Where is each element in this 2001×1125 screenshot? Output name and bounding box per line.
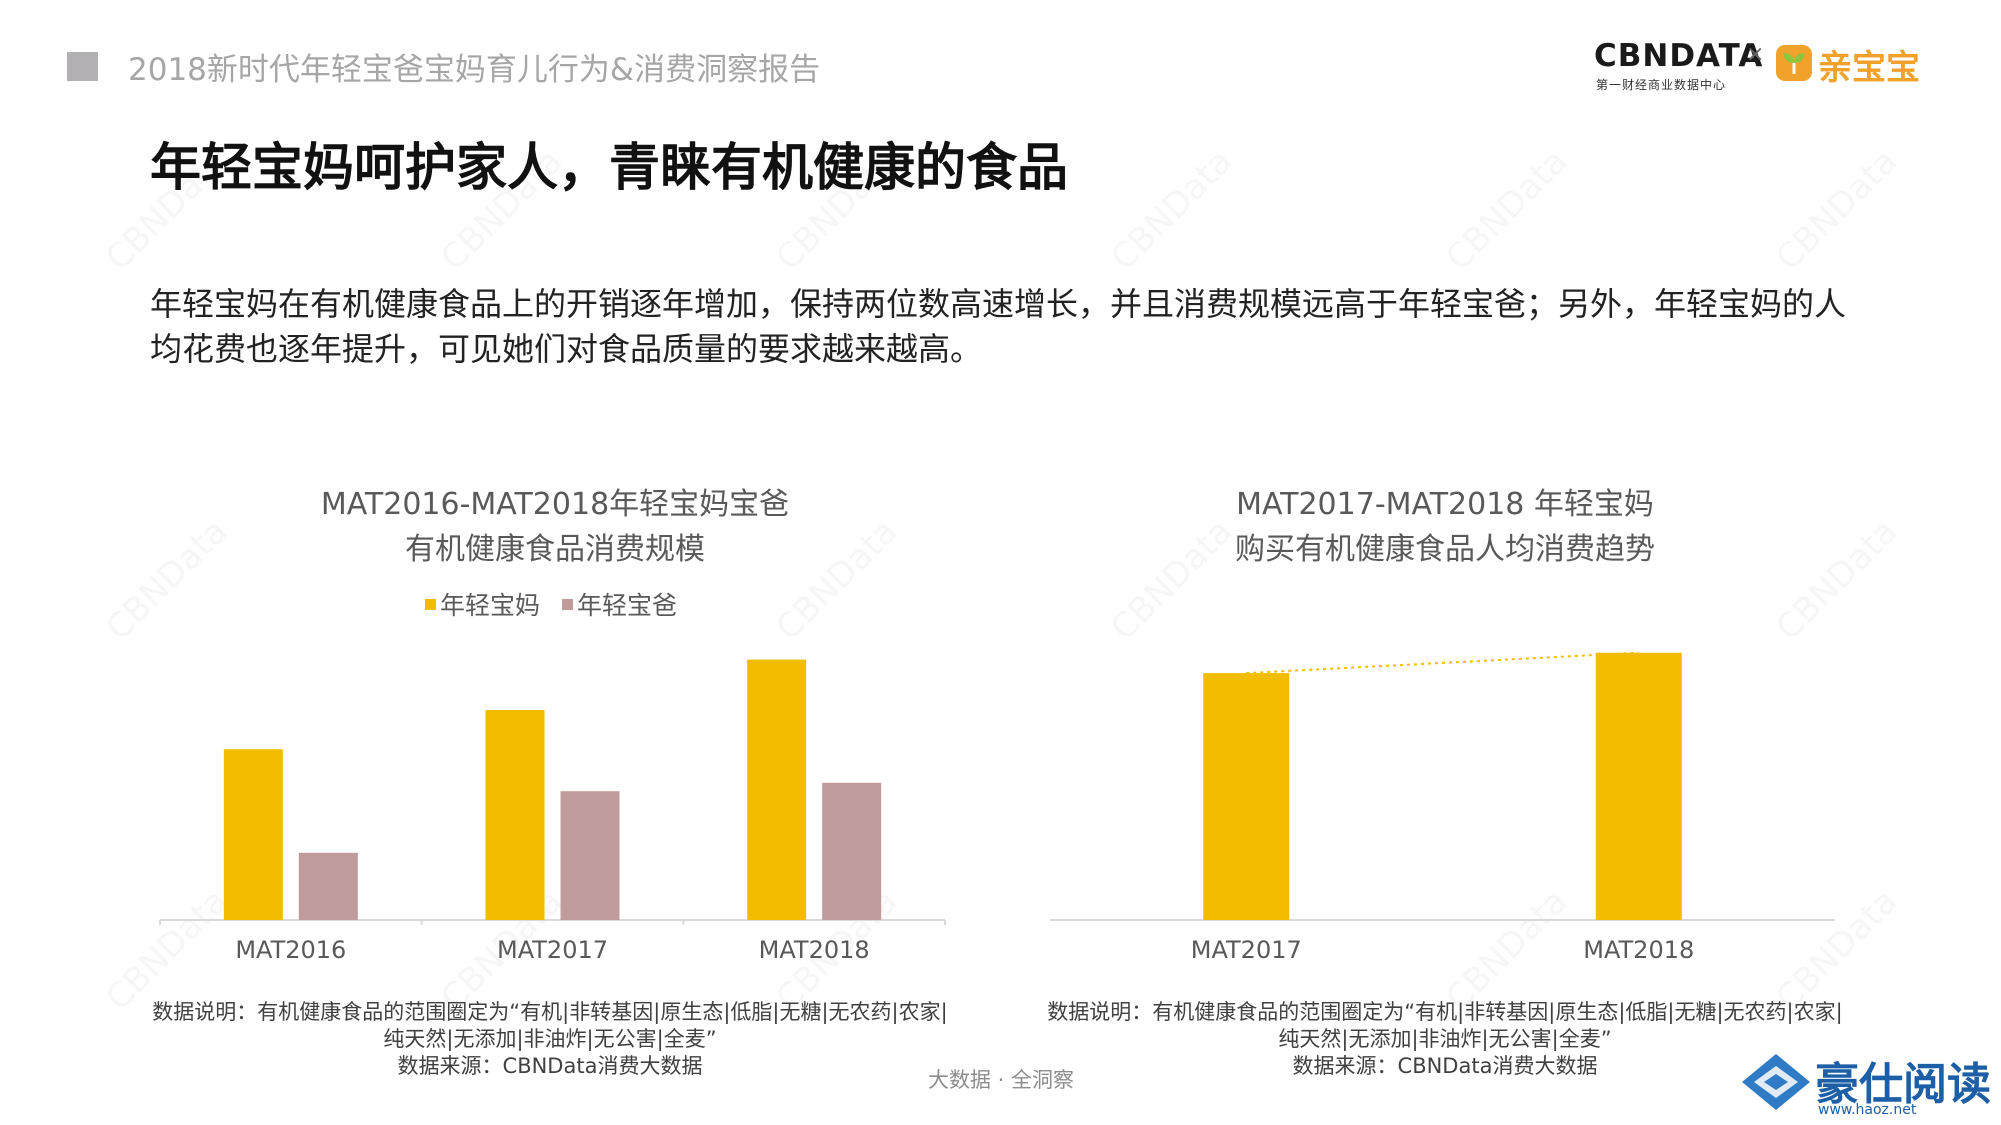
chart2-note-line2: 纯天然|无添加|非油炸|无公害|全麦” — [1278, 1027, 1612, 1051]
chart1-title-line2: 有机健康食品消费规模 — [405, 532, 705, 567]
chart1-title-line1: MAT2016-MAT2018年轻宝妈宝爸 — [320, 487, 790, 522]
page-title: 年轻宝妈呵护家人，青睐有机健康的食品 — [150, 139, 1069, 198]
qinbaobao-logo-icon — [1776, 45, 1812, 81]
chart1-title: MAT2016-MAT2018年轻宝妈宝爸 有机健康食品消费规模 — [155, 482, 955, 572]
chart2-bar — [1203, 673, 1290, 920]
chart2-title-line2: 购买有机健康食品人均消费趋势 — [1235, 532, 1655, 567]
chart2-bar — [1595, 652, 1682, 920]
brand-logos: CBNDATA 第一财经商业数据中心 × 亲宝宝 — [1594, 38, 1954, 96]
chart2-title: MAT2017-MAT2018 年轻宝妈 购买有机健康食品人均消费趋势 — [1045, 482, 1845, 572]
watermark-text: CBNData — [1768, 141, 1906, 279]
legend-item-mom: 年轻宝妈 — [425, 586, 540, 622]
chart1-bar-dad — [298, 852, 358, 920]
legend-swatch-mom — [425, 598, 436, 610]
chart1-note-line2: 纯天然|无添加|非油炸|无公害|全麦” — [383, 1027, 717, 1051]
header-marker — [67, 52, 98, 81]
corner-watermark-logo: 豪仕阅读 www.haoz.net — [1740, 1048, 2001, 1125]
chart2-source: 数据来源：CBNData消费大数据 — [1292, 1054, 1598, 1078]
chart1-x-tick-label: MAT2018 — [759, 936, 870, 964]
chart1-note: 数据说明：有机健康食品的范围圈定为“有机|非转基因|原生态|低脂|无糖|无农药|… — [150, 999, 950, 1080]
chart1-bar-dad — [822, 782, 882, 920]
cbndata-logo: CBNDATA — [1594, 38, 1764, 74]
chart2-note-line1: 数据说明：有机健康食品的范围圈定为“有机|非转基因|原生态|低脂|无糖|无农药|… — [1047, 1000, 1843, 1024]
chart1-bar-dad — [560, 791, 620, 920]
qinbaobao-wordmark: 亲宝宝 — [1818, 48, 1920, 88]
watermark-text: CBNData — [1103, 141, 1241, 279]
chart2-plot: MAT2017 MAT2018 — [1050, 651, 1835, 964]
chart2-title-line1: MAT2017-MAT2018 年轻宝妈 — [1236, 487, 1654, 522]
chart1-legend: 年轻宝妈 年轻宝爸 — [425, 586, 699, 622]
summary-paragraph: 年轻宝妈在有机健康食品上的开销逐年增加，保持两位数高速增长，并且消费规模远高于年… — [150, 285, 1847, 368]
chart1-source: 数据来源：CBNData消费大数据 — [397, 1054, 703, 1078]
chart1-plot: MAT2016 MAT2017 MAT2018 — [159, 659, 946, 964]
chart2-x-tick-label: MAT2017 — [1191, 936, 1302, 964]
chart1-x-tick-label: MAT2016 — [235, 936, 346, 964]
book-icon — [1742, 1054, 1810, 1110]
legend-label-dad: 年轻宝爸 — [577, 591, 678, 620]
legend-item-dad: 年轻宝爸 — [562, 586, 677, 622]
chart1-note-line1: 数据说明：有机健康食品的范围圈定为“有机|非转基因|原生态|低脂|无糖|无农药|… — [152, 1000, 948, 1024]
corner-logo-text: 豪仕阅读 — [1815, 1059, 1991, 1110]
chart1-bar-mom — [223, 749, 283, 920]
cbndata-subtitle: 第一财经商业数据中心 — [1596, 78, 1727, 92]
chart2-x-tick-label: MAT2018 — [1583, 936, 1694, 964]
chart2-note: 数据说明：有机健康食品的范围圈定为“有机|非转基因|原生态|低脂|无糖|无农药|… — [1045, 999, 1845, 1080]
legend-label-mom: 年轻宝妈 — [440, 591, 541, 620]
brand-separator: × — [1746, 42, 1765, 67]
chart1-bar-mom — [747, 659, 807, 920]
corner-logo-url: www.haoz.net — [1818, 1102, 1917, 1118]
chart2-trend-line — [1246, 651, 1639, 675]
footer-slogan: 大数据 · 全洞察 — [928, 1068, 1075, 1092]
chart1-bar-mom — [485, 710, 545, 920]
legend-swatch-dad — [562, 598, 574, 610]
watermark-text: CBNData — [1438, 141, 1576, 279]
report-title: 2018新时代年轻宝爸宝妈育儿行为&消费洞察报告 — [128, 52, 821, 88]
chart1-x-tick-label: MAT2017 — [497, 936, 608, 964]
